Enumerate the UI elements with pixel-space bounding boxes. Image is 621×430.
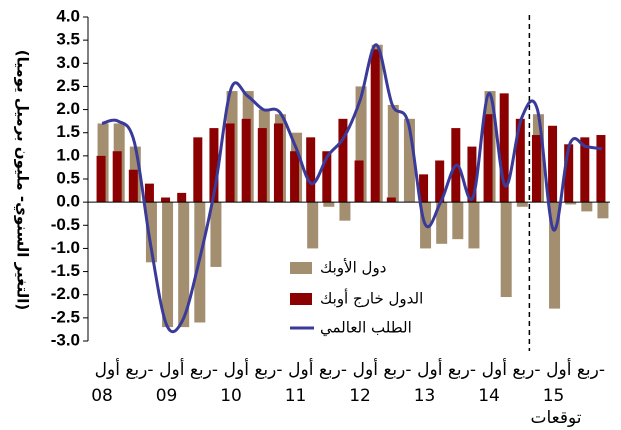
bar <box>452 202 464 240</box>
y-tick-label: 3.5 <box>56 30 80 49</box>
y-tick-label: 0.5 <box>56 168 80 187</box>
bar <box>323 202 335 207</box>
bar <box>307 202 319 249</box>
x-tick-label: 08 <box>91 386 113 406</box>
bar <box>515 118 525 203</box>
bar <box>112 151 122 203</box>
x-tick-label: 12 <box>349 386 371 406</box>
bar <box>177 192 187 203</box>
x-tick-prefix: ربع أول- <box>159 358 218 380</box>
bar <box>499 93 509 203</box>
bar <box>273 123 283 203</box>
bar <box>210 202 222 267</box>
bar <box>581 202 593 212</box>
line <box>101 43 603 334</box>
legend-label: دول الأوبك <box>320 258 386 277</box>
bar <box>565 202 577 205</box>
bar <box>162 202 174 328</box>
y-tick-label: 3.0 <box>56 53 80 72</box>
annotation: توقعات <box>530 408 581 428</box>
bar <box>596 135 606 203</box>
x-tick-prefix: ربع أول- <box>288 358 347 380</box>
bar <box>241 118 251 203</box>
x-tick-prefix: ربع أول- <box>95 358 154 380</box>
bar <box>516 202 528 207</box>
bar <box>128 169 138 203</box>
bar <box>96 155 106 203</box>
bar <box>531 135 541 203</box>
legend-label: الطلب العالمي <box>320 319 412 338</box>
bar <box>548 125 558 203</box>
bar <box>339 202 351 221</box>
bar <box>290 151 300 203</box>
bar <box>161 197 171 203</box>
y-tick-label: -1.5 <box>51 261 80 280</box>
y-tick-label: 0.0 <box>56 192 80 211</box>
bar <box>306 137 316 203</box>
x-tick-label: 09 <box>156 386 178 406</box>
x-tick-label: 10 <box>220 386 242 406</box>
bar <box>193 137 203 203</box>
y-tick-label: 1.5 <box>56 122 80 141</box>
y-tick-label: -2.5 <box>51 307 80 326</box>
x-tick-label: 15 <box>543 386 565 406</box>
x-tick-prefix: ربع أول- <box>482 358 541 380</box>
x-tick-label: 13 <box>414 386 436 406</box>
bar <box>387 104 399 203</box>
bar <box>468 202 480 249</box>
bar <box>419 174 429 203</box>
y-tick-label: 1.0 <box>56 145 80 164</box>
bar <box>435 160 445 203</box>
bar <box>257 128 267 203</box>
bar <box>483 114 493 203</box>
bar <box>178 202 190 328</box>
x-tick-prefix: ربع أول- <box>224 358 283 380</box>
y-tick-label: -0.5 <box>51 215 80 234</box>
y-tick-label: 2.0 <box>56 99 80 118</box>
y-tick-label: 4.0 <box>56 6 80 25</box>
x-tick-prefix: ربع أول- <box>546 358 605 380</box>
bar <box>564 144 574 203</box>
legend-swatch <box>290 262 312 274</box>
bar <box>597 202 609 219</box>
bar <box>338 118 348 203</box>
bar <box>386 197 396 203</box>
legend-label: الدول خارج أوبك <box>320 289 423 309</box>
bar <box>225 123 235 203</box>
x-tick-prefix: ربع أول- <box>353 358 412 380</box>
bar <box>209 128 219 203</box>
y-axis-label: (التغير السنوي- مليون برميل يوميا) <box>13 50 32 311</box>
bar <box>549 202 561 309</box>
bar <box>403 118 415 203</box>
y-tick-label: 2.5 <box>56 76 80 95</box>
bar <box>322 151 332 203</box>
y-tick-label: -3.0 <box>51 330 80 349</box>
bar <box>500 202 512 298</box>
x-tick-prefix: ربع أول- <box>417 358 476 380</box>
bar <box>370 49 380 203</box>
bar <box>354 160 364 203</box>
bar <box>144 183 154 203</box>
x-tick-label: 11 <box>285 386 307 406</box>
bar <box>436 202 448 244</box>
bar <box>145 202 157 263</box>
x-tick-label: 14 <box>478 386 500 406</box>
legend-swatch <box>290 293 312 305</box>
y-tick-label: -1.0 <box>51 238 80 257</box>
y-tick-label: -2.0 <box>51 284 80 303</box>
bar <box>355 86 367 203</box>
bar <box>467 146 477 203</box>
bar <box>580 137 590 203</box>
